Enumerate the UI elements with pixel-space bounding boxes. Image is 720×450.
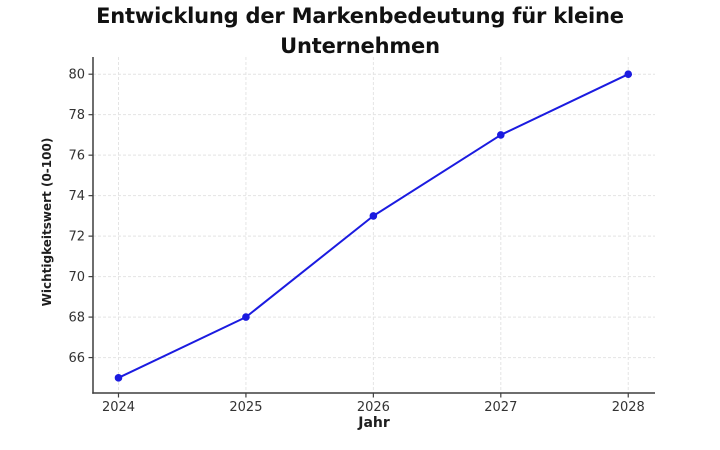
x-tick-label: 2026 bbox=[357, 400, 390, 415]
y-axis-label: Wichtigkeitswert (0-100) bbox=[40, 137, 54, 307]
y-tick-label: 80 bbox=[68, 68, 85, 83]
data-point bbox=[242, 313, 250, 321]
x-tick-label: 2024 bbox=[102, 400, 135, 415]
y-tick-label: 78 bbox=[68, 108, 85, 123]
y-tick-label: 70 bbox=[68, 270, 85, 285]
x-axis-label: Jahr bbox=[358, 415, 390, 431]
data-point bbox=[497, 131, 505, 139]
y-tick-label: 76 bbox=[68, 149, 85, 164]
x-tick-label: 2025 bbox=[229, 400, 262, 415]
data-point bbox=[369, 212, 378, 220]
data-point bbox=[624, 70, 633, 79]
data-point bbox=[114, 374, 123, 382]
x-tick-label: 2028 bbox=[612, 400, 645, 415]
y-tick-label: 68 bbox=[68, 311, 85, 326]
y-tick-label: 74 bbox=[68, 189, 85, 204]
chart-title: Entwicklung der Markenbedeutung für klei… bbox=[96, 4, 624, 58]
y-tick-label: 72 bbox=[68, 230, 85, 245]
y-tick-label: 66 bbox=[68, 351, 85, 366]
x-tick-label: 2027 bbox=[484, 400, 517, 415]
